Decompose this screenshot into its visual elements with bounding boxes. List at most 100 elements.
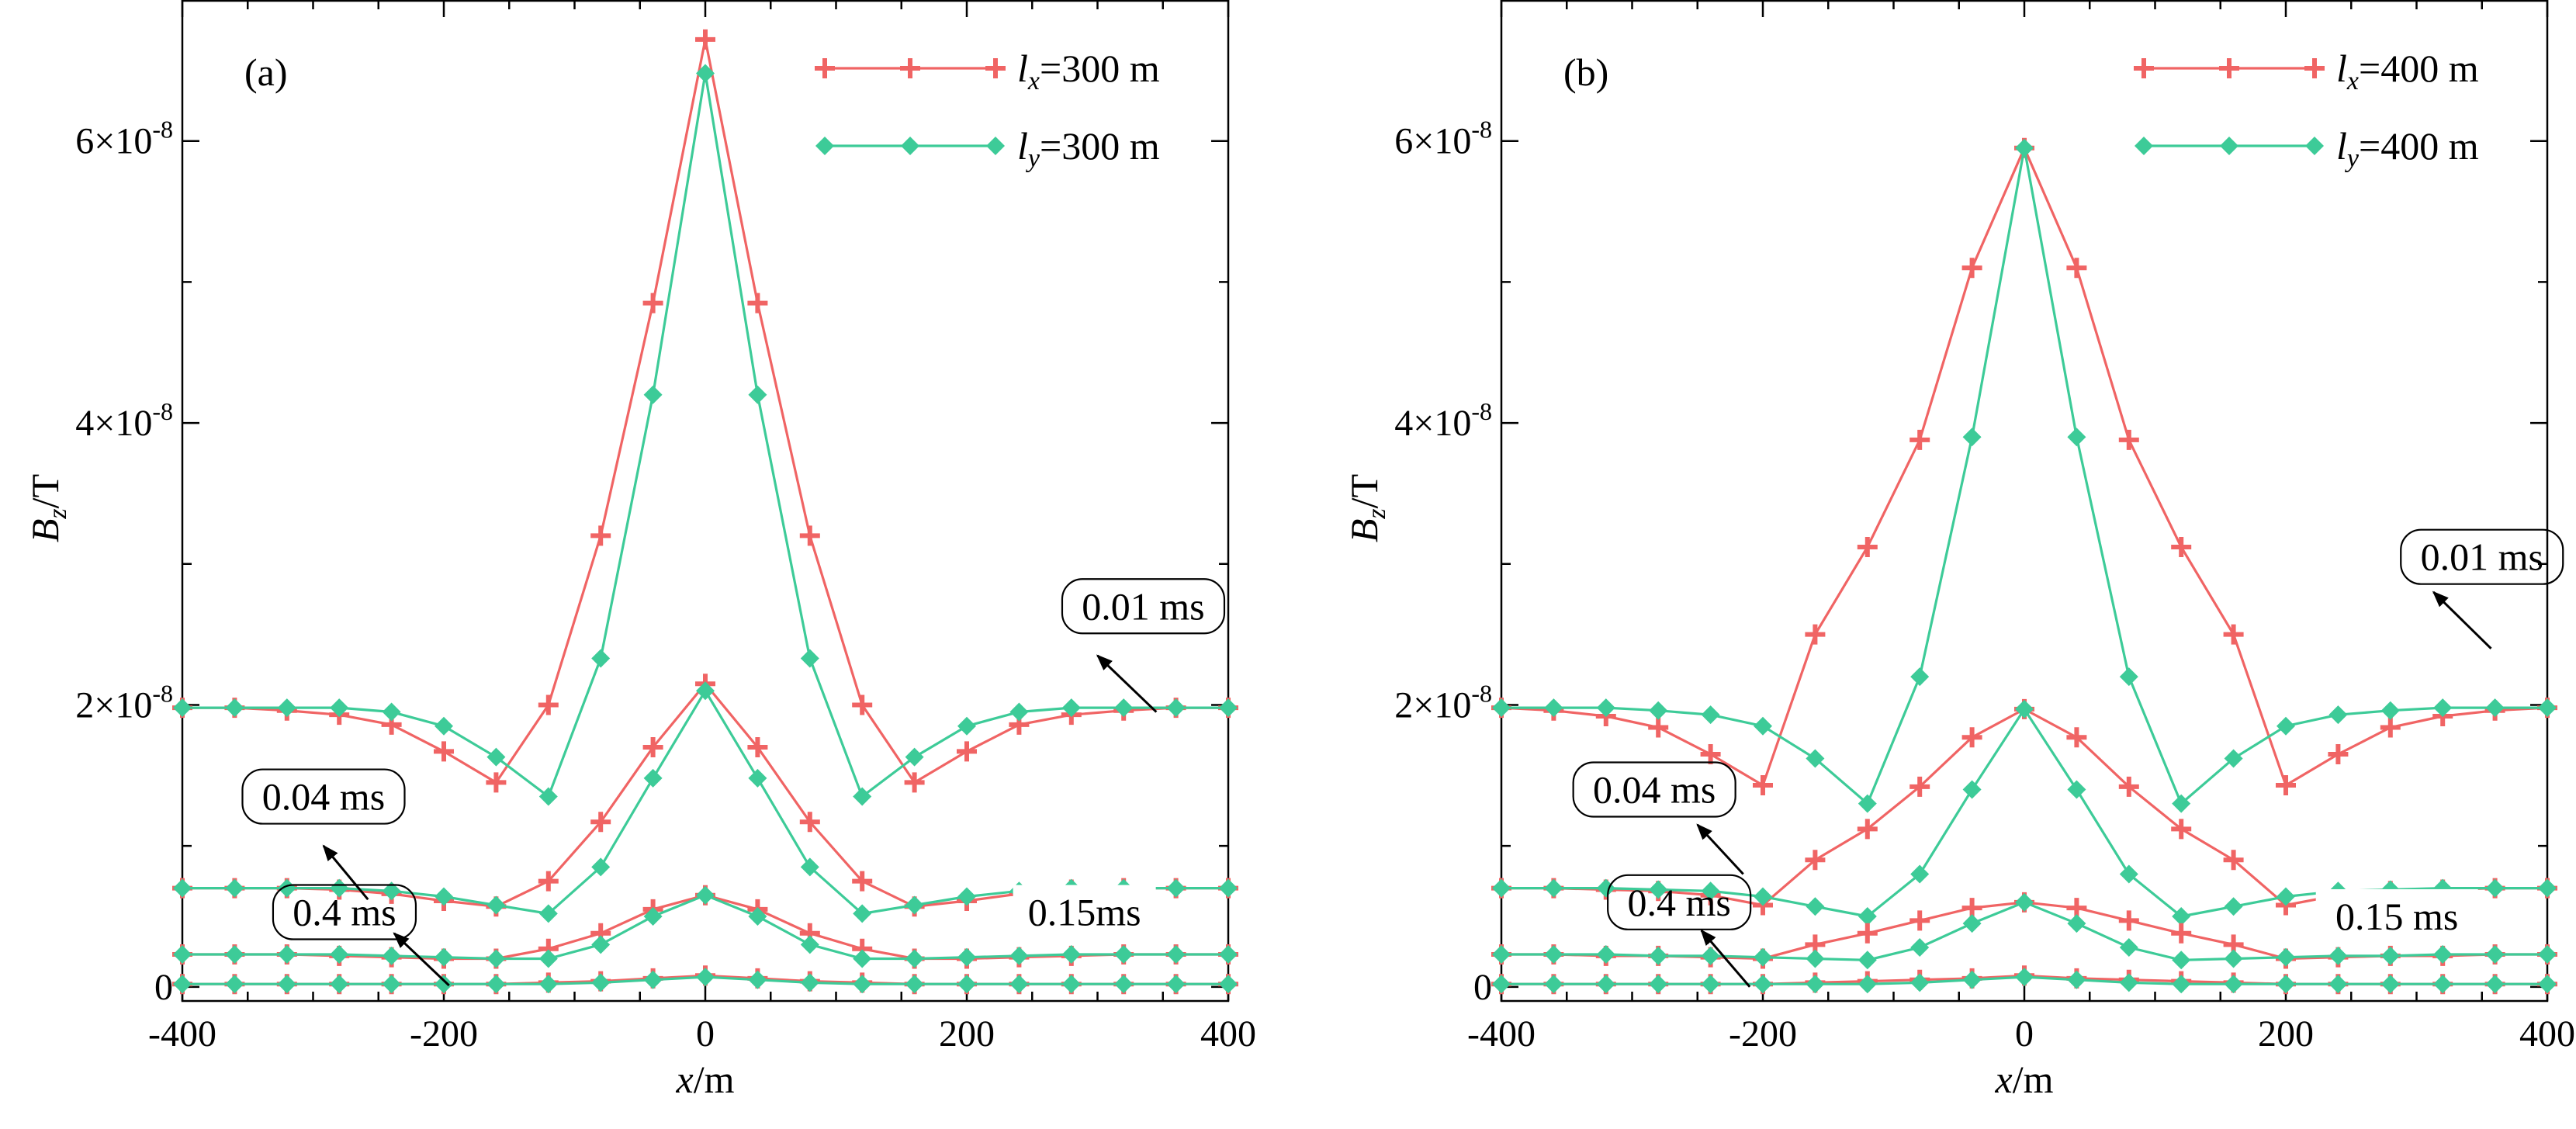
plus-marker bbox=[2171, 923, 2192, 944]
diamond-marker bbox=[2224, 949, 2243, 968]
diamond-marker bbox=[696, 681, 715, 701]
panel-a-legend-item: ly=300 m bbox=[815, 124, 1160, 173]
diamond-marker bbox=[2380, 946, 2400, 965]
annotation-bg bbox=[2315, 888, 2478, 944]
annotation-arrow bbox=[393, 932, 450, 987]
diamond-marker bbox=[330, 945, 349, 964]
ylabel-unit: /T bbox=[23, 474, 67, 508]
plus-marker bbox=[2171, 536, 2192, 557]
panel-b-ytick-label: 4×10-8 bbox=[1394, 397, 1492, 444]
diamond-marker bbox=[1910, 973, 1930, 992]
plus-marker bbox=[904, 772, 925, 793]
panel-b-annotation: 0.15 ms bbox=[2315, 888, 2478, 944]
plus-marker bbox=[985, 58, 1006, 78]
panel-b-xlabel: x/m bbox=[1995, 1058, 2054, 1101]
legend-var: l bbox=[1017, 47, 1028, 90]
diamond-marker bbox=[1806, 749, 1825, 768]
diamond-marker bbox=[1806, 949, 1825, 968]
diamond-marker bbox=[2380, 701, 2400, 720]
diamond-marker bbox=[1061, 975, 1081, 994]
diamond-marker bbox=[800, 973, 819, 992]
ytick-exponent: -8 bbox=[152, 397, 173, 425]
legend-sub: x bbox=[1027, 67, 1040, 95]
diamond-marker bbox=[591, 857, 611, 877]
diamond-marker bbox=[957, 975, 976, 994]
diamond-marker bbox=[815, 137, 834, 155]
legend-sub: y bbox=[2345, 144, 2360, 173]
diamond-marker bbox=[2172, 794, 2191, 813]
panel-b-xtick-label: -200 bbox=[1729, 1013, 1797, 1055]
diamond-marker bbox=[853, 949, 872, 968]
diamond-marker bbox=[2224, 897, 2243, 916]
diamond-marker bbox=[1910, 864, 1930, 884]
ytick-mantissa: 6×10 bbox=[75, 121, 152, 162]
diamond-marker bbox=[2015, 968, 2034, 987]
diamond-marker bbox=[2433, 975, 2453, 994]
diamond-marker bbox=[2172, 975, 2191, 994]
panel-b-legend-item: lx=400 m bbox=[2134, 47, 2479, 95]
ytick-exponent: -8 bbox=[1471, 116, 1492, 144]
ytick-exponent: -8 bbox=[1471, 397, 1492, 425]
panel-b: -400 -200 0 200 40002×10-84×10-86×10-8x/mBz/… bbox=[1342, 0, 2575, 1101]
diamond-marker bbox=[2277, 947, 2295, 967]
plus-marker bbox=[1857, 923, 1878, 944]
panel-a-ytick-label: 2×10-8 bbox=[75, 679, 173, 726]
plus-marker bbox=[1961, 727, 1982, 748]
diamond-marker bbox=[225, 698, 244, 718]
diamond-marker bbox=[538, 975, 558, 994]
panel-b-series-y bbox=[1492, 138, 2557, 813]
annotation-text: 0.01 ms bbox=[2421, 535, 2543, 579]
plus-marker bbox=[799, 525, 820, 546]
xlabel-var: x bbox=[676, 1058, 694, 1101]
plus-marker bbox=[852, 694, 873, 715]
panel-a-series-y bbox=[173, 968, 1238, 994]
diamond-marker bbox=[173, 945, 192, 964]
diamond-marker bbox=[1009, 946, 1029, 965]
plus-marker bbox=[852, 871, 873, 892]
plus-marker bbox=[747, 293, 768, 313]
annotation-box bbox=[241, 768, 406, 825]
panel-b-annotation: 0.04 ms bbox=[1572, 761, 1744, 875]
diamond-marker bbox=[2172, 951, 2191, 970]
ylabel-sub: z bbox=[1362, 508, 1391, 519]
legend-text: =300 m bbox=[1040, 47, 1160, 90]
diamond-marker bbox=[1754, 716, 1772, 736]
annotation-text: 0.4 ms bbox=[1627, 881, 1730, 924]
plus-marker bbox=[1909, 910, 1930, 931]
plus-marker bbox=[590, 812, 611, 833]
diamond-marker bbox=[643, 970, 663, 989]
diamond-marker bbox=[696, 968, 715, 987]
plus-marker bbox=[2328, 744, 2349, 765]
diamond-marker bbox=[853, 904, 872, 923]
plus-marker bbox=[642, 293, 663, 313]
diamond-marker bbox=[1061, 698, 1081, 718]
diamond-marker bbox=[905, 895, 924, 915]
diamond-marker bbox=[1544, 945, 1563, 964]
diamond-marker bbox=[225, 878, 244, 898]
diamond-marker bbox=[1754, 947, 1772, 967]
annotation-text: 0.04 ms bbox=[262, 775, 385, 819]
plus-marker bbox=[695, 29, 715, 50]
diamond-marker bbox=[173, 878, 192, 898]
diamond-marker bbox=[2119, 937, 2138, 957]
diamond-marker bbox=[1596, 698, 1615, 718]
diamond-marker bbox=[800, 857, 819, 877]
diamond-marker bbox=[486, 747, 506, 767]
diamond-marker bbox=[1701, 705, 1720, 725]
diamond-marker bbox=[2433, 698, 2453, 718]
plus-marker bbox=[2118, 429, 2139, 450]
legend-var: l bbox=[1017, 124, 1028, 168]
xlabel-unit: /m bbox=[694, 1058, 735, 1101]
plus-marker bbox=[2304, 58, 2325, 78]
plus-marker bbox=[1909, 776, 1930, 797]
plus-marker bbox=[486, 772, 507, 793]
diamond-marker bbox=[1649, 701, 1668, 720]
panel-a-annotation: 0.04 ms bbox=[241, 768, 406, 901]
panel-b-ylabel: Bz/T bbox=[1342, 474, 1391, 542]
ylabel-sub: z bbox=[43, 508, 72, 519]
diamond-marker bbox=[2538, 698, 2557, 718]
panel-a-xlabel: x/m bbox=[676, 1058, 735, 1101]
diamond-marker bbox=[748, 385, 767, 404]
diamond-marker bbox=[957, 716, 976, 736]
diamond-marker bbox=[435, 975, 453, 994]
